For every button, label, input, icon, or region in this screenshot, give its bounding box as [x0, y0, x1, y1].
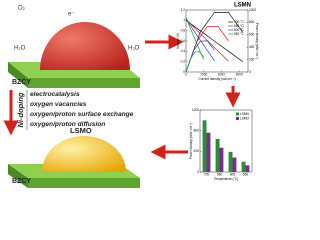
y2-tick-label: 200	[249, 57, 255, 61]
bar	[232, 157, 237, 172]
y-tick-label: 0	[183, 70, 185, 74]
plot-frame	[185, 9, 249, 73]
molecule: H₂O	[14, 46, 26, 52]
y2-tick-label: 800	[249, 20, 255, 24]
molecule: e⁻	[68, 12, 75, 18]
x-tick-label: 600	[230, 172, 236, 176]
process-item: oxygen vacancies	[30, 101, 87, 108]
legend-label: LSMO	[240, 116, 250, 120]
process-item: electrocatalysis	[30, 91, 80, 98]
x-tick-label: 0	[185, 72, 187, 76]
substrate-label: BZCY	[12, 79, 31, 86]
substrate-label: BZCY	[12, 178, 31, 185]
y-tick-label: 0.8	[181, 29, 186, 33]
x-tick-label: 1000	[200, 72, 207, 76]
molecule: H₂O	[128, 46, 140, 52]
process-label: Ni-doping	[16, 92, 25, 127]
y2-axis-label: Power density (mW cm⁻²)	[255, 23, 259, 60]
y2-tick-label: 400	[249, 45, 255, 49]
bar	[215, 138, 220, 172]
y-tick-label: 0.6	[181, 39, 186, 43]
legend-label: 650 °C	[234, 24, 244, 28]
graphical-abstract: BZCY O₂ H₂O H₂O e⁻ Ni-doping electrocata…	[3, 3, 259, 188]
y-tick-label: 0.4	[181, 49, 186, 53]
substrate-side	[8, 62, 28, 88]
bar	[206, 132, 211, 172]
x-tick-label: 2000	[218, 72, 225, 76]
y-tick-label: 1.2	[181, 8, 186, 12]
x-tick-label: 550	[243, 172, 249, 176]
material-label: LSMO	[70, 126, 92, 135]
lsmo-dome	[42, 136, 126, 172]
legend-label: 700 °C	[234, 20, 244, 24]
bar	[228, 151, 233, 172]
x-axis-label: Temperature (°C)	[214, 177, 238, 181]
x-tick-label: 650	[217, 172, 223, 176]
legend-label: 600 °C	[234, 28, 244, 32]
y-tick-label: 800	[194, 129, 200, 133]
substrate-side	[8, 164, 28, 188]
substrate-side	[28, 178, 140, 188]
y-tick-label: 400	[194, 149, 200, 153]
x-axis-label: Current density (mA cm⁻²)	[198, 77, 235, 81]
series-line	[185, 20, 243, 62]
legend-swatch	[236, 117, 239, 120]
bar	[219, 147, 224, 172]
chart-title: LSMN	[234, 3, 251, 9]
series-line	[185, 51, 204, 73]
y2-tick-label: 600	[249, 33, 255, 37]
legend-label: 550 °C	[234, 32, 244, 36]
substrate-side	[28, 78, 140, 88]
series-line	[185, 17, 205, 60]
x-tick-label: 3000	[236, 72, 243, 76]
y-axis-label: Voltage (V)	[176, 33, 180, 49]
legend-swatch	[236, 112, 239, 116]
y-tick-label: 1	[183, 18, 185, 22]
lsmn-dome	[40, 22, 130, 70]
bar	[241, 161, 246, 172]
x-tick-label: 700	[204, 172, 210, 176]
y-tick-label: 1200	[192, 108, 199, 112]
y-tick-label: 0	[197, 170, 199, 174]
series-line	[185, 18, 215, 61]
process-item: oxygen/proton diffusion	[30, 121, 105, 128]
legend-label: LSMN	[240, 112, 250, 116]
process-item: oxygen/proton surface exchange	[30, 111, 134, 118]
y2-tick-label: 0	[249, 70, 251, 74]
bar	[245, 165, 250, 172]
y2-tick-label: 1000	[249, 8, 256, 12]
bar	[202, 120, 207, 172]
y-axis-label: Power density (mW cm⁻²)	[189, 123, 193, 160]
molecule: O₂	[18, 6, 26, 12]
y-tick-label: 0.2	[181, 60, 186, 64]
